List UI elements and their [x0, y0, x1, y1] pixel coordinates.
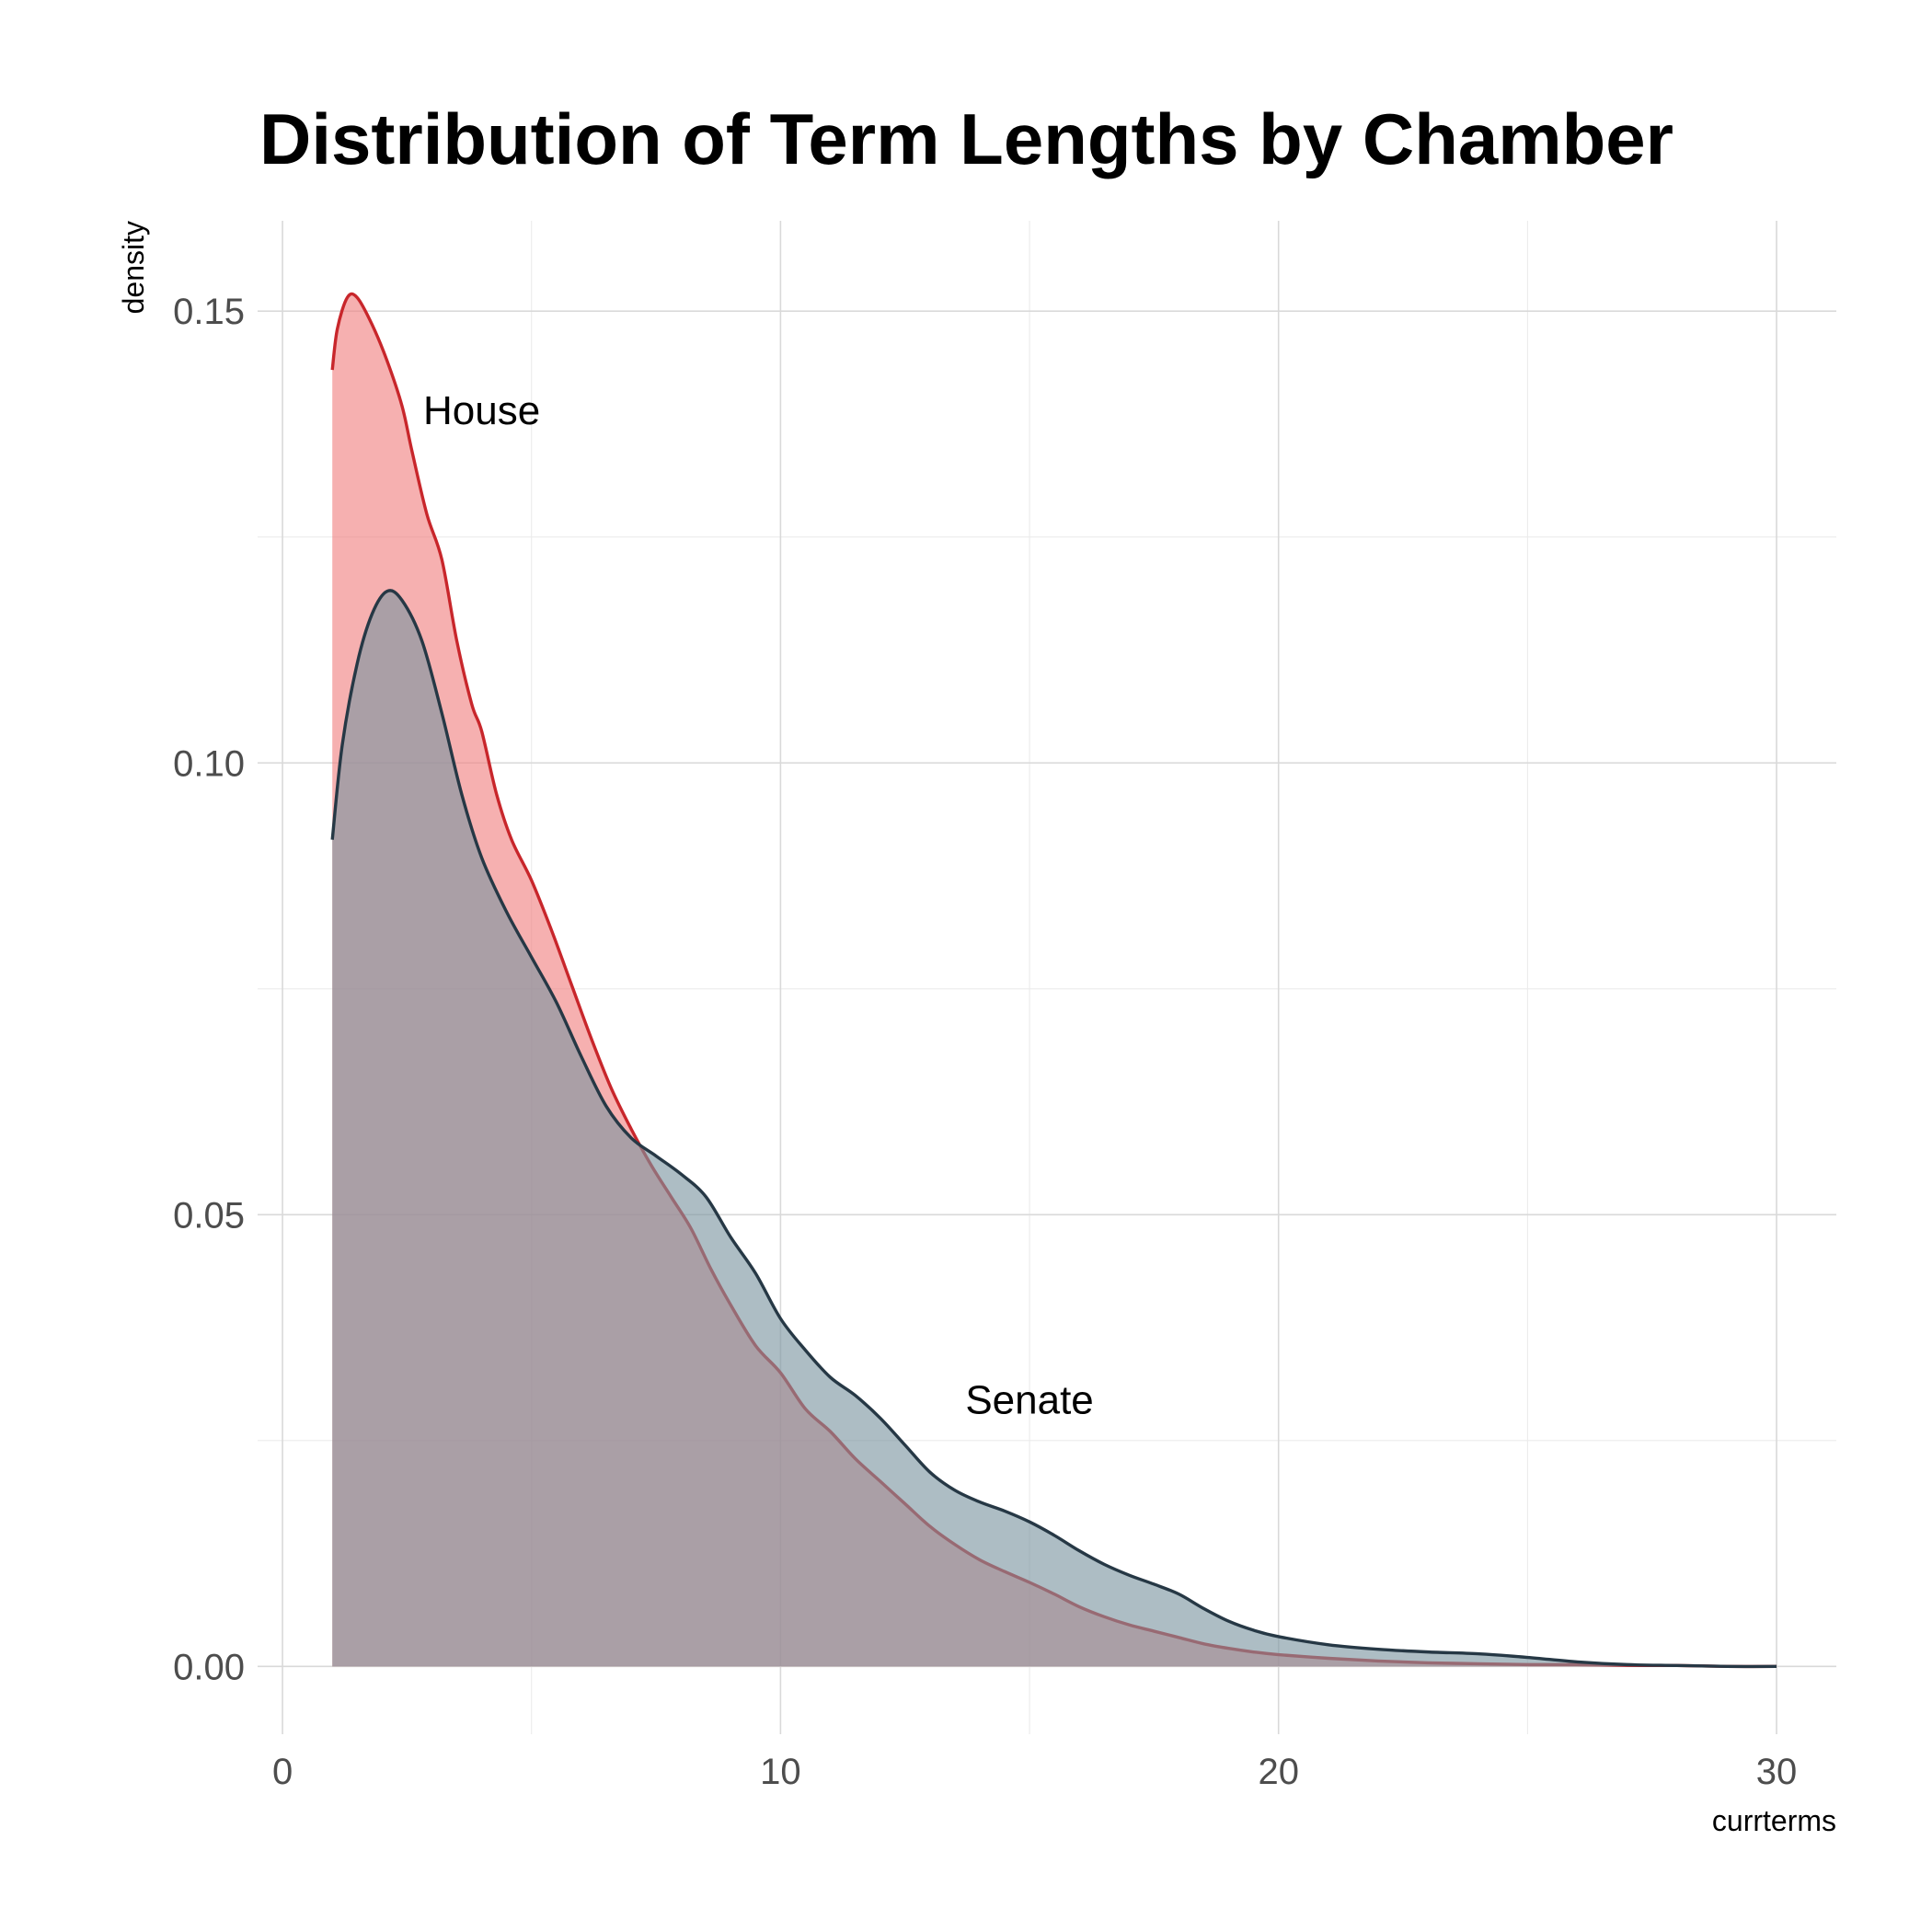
senate-density-line — [330, 589, 1777, 1669]
density-areas — [330, 292, 1777, 1669]
x-axis-tick-labels: 0 10 20 30 — [272, 1752, 1797, 1792]
house-annotation: House — [423, 388, 540, 433]
y-tick-label: 0.10 — [173, 743, 245, 784]
x-tick-label: 0 — [272, 1752, 293, 1792]
x-tick-label: 10 — [760, 1752, 801, 1792]
y-tick-label: 0.00 — [173, 1647, 245, 1687]
y-tick-label: 0.15 — [173, 292, 245, 332]
x-tick-label: 30 — [1756, 1752, 1798, 1792]
y-axis-tick-labels: 0.00 0.05 0.10 0.15 — [173, 292, 245, 1687]
y-tick-label: 0.05 — [173, 1195, 245, 1236]
x-tick-label: 20 — [1258, 1752, 1299, 1792]
chart-title: Distribution of Term Lengths by Chamber — [259, 98, 1673, 179]
senate-density-area — [332, 590, 1777, 1667]
y-axis-title: density — [117, 221, 150, 314]
series-annotations: House Senate — [423, 388, 1094, 1422]
senate-annotation: Senate — [965, 1378, 1093, 1423]
x-axis-title: currterms — [1712, 1804, 1836, 1837]
